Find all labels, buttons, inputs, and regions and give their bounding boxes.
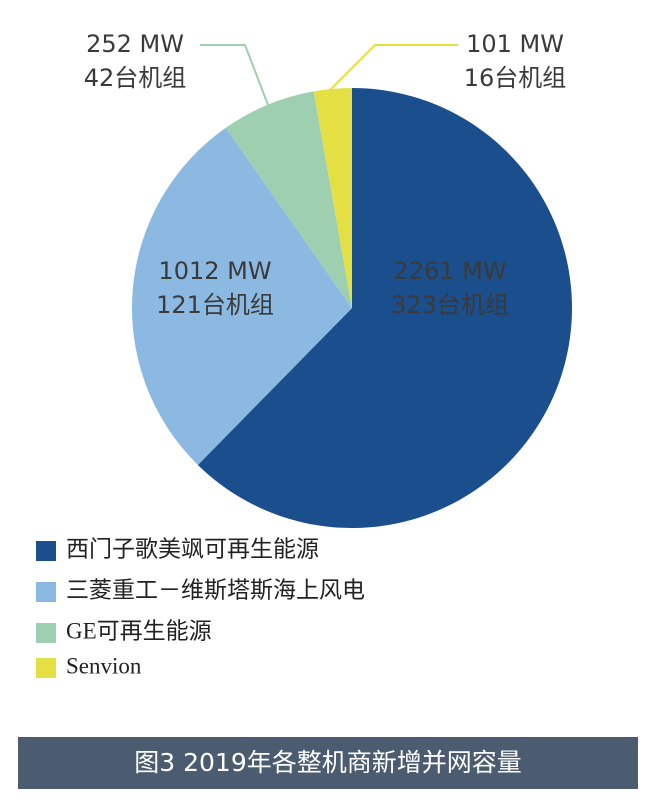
value-label: 101 MW: [466, 30, 564, 58]
count-label: 16台机组: [464, 64, 567, 92]
legend-swatch: [36, 623, 56, 643]
count-label: 323台机组: [391, 291, 509, 319]
legend-swatch: [36, 582, 56, 602]
value-label: 252 MW: [86, 30, 184, 58]
legend-label: GE可再生能源: [66, 618, 212, 643]
legend-label: 西门子歌美飒可再生能源: [66, 536, 319, 561]
count-label: 121台机组: [156, 291, 274, 319]
legend-swatch: [36, 541, 56, 561]
value-label: 1012 MW: [158, 257, 271, 285]
leader-line: [329, 44, 458, 91]
legend-label: Senvion: [66, 653, 142, 678]
caption-bar: [18, 737, 638, 789]
pie-slice: [131, 127, 352, 465]
pie-slice: [225, 91, 352, 308]
legend-swatch: [36, 658, 56, 678]
legend-label: 三菱重工－维斯塔斯海上风电: [66, 577, 365, 602]
leader-line: [200, 44, 269, 106]
caption: 图3 2019年各整机商新增并网容量: [134, 748, 521, 777]
pie-slice: [197, 88, 572, 528]
count-label: 42台机组: [84, 64, 187, 92]
value-label: 2261 MW: [393, 257, 506, 285]
pie-slice: [313, 88, 352, 308]
